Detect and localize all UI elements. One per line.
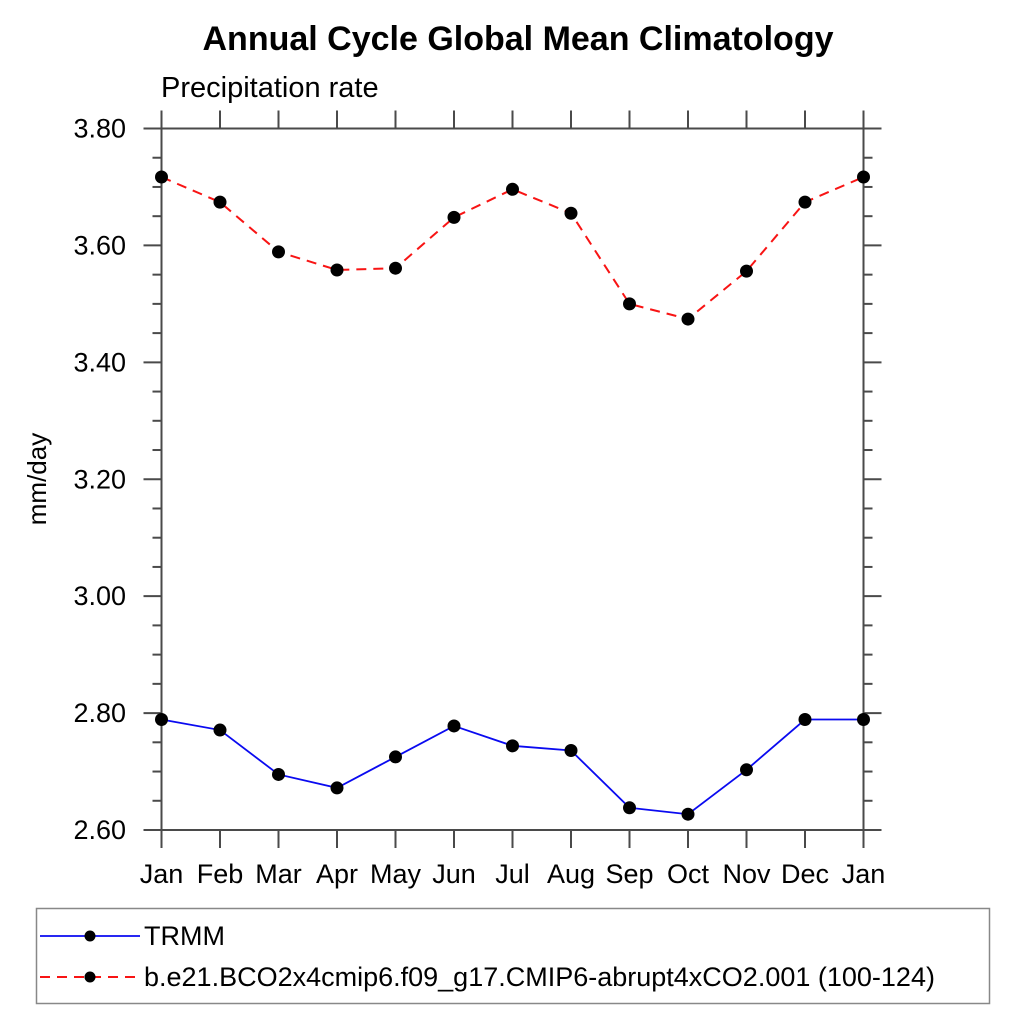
x-tick-label: Apr: [316, 859, 358, 889]
axis-frame: [160, 127, 865, 831]
x-tick-label: Jun: [432, 859, 476, 889]
x-tick-label: May: [370, 859, 422, 889]
x-tick-label: Jul: [495, 859, 530, 889]
data-point-marker: [272, 245, 285, 259]
y-tick-label: 2.60: [73, 815, 126, 845]
legend-label-trmm: TRMM: [144, 921, 225, 951]
y-tick-label: 3.20: [73, 464, 126, 494]
data-point-marker: [857, 713, 870, 727]
legend-marker-sample: [84, 930, 96, 942]
x-tick-label: Aug: [547, 859, 595, 889]
data-point-marker: [681, 312, 695, 326]
data-point-marker: [681, 807, 695, 821]
data-point-marker: [623, 801, 636, 815]
data-point-marker: [506, 739, 519, 753]
y-tick-label: 2.80: [73, 698, 126, 728]
legend-label-model: b.e21.BCO2x4cmip6.f09_g17.CMIP6-abrupt4x…: [144, 962, 935, 992]
data-point-marker: [623, 297, 636, 311]
x-tick-label: Mar: [255, 859, 302, 889]
x-tick-label: Oct: [667, 859, 710, 889]
data-point-marker: [272, 767, 285, 781]
x-tick-label: Nov: [722, 859, 771, 889]
y-tick-label: 3.60: [73, 230, 126, 260]
y-tick-label: 3.00: [73, 581, 126, 611]
data-point-marker: [155, 170, 168, 184]
data-point-marker: [506, 182, 519, 196]
data-point-marker: [213, 195, 227, 209]
chart-title: Annual Cycle Global Mean Climatology: [203, 20, 834, 58]
data-point-marker: [447, 210, 461, 224]
y-tick-label: 3.40: [73, 347, 126, 377]
chart-subtitle: Precipitation rate: [161, 72, 379, 104]
data-point-marker: [564, 743, 578, 757]
legend: TRMM b.e21.BCO2x4cmip6.f09_g17.CMIP6-abr…: [35, 907, 991, 1005]
data-point-marker: [213, 723, 227, 737]
x-tick-label: Jan: [842, 859, 886, 889]
legend-marker-sample: [84, 971, 96, 983]
y-axis-title: mm/day: [22, 433, 52, 525]
data-point-marker: [740, 763, 753, 777]
data-point-marker: [798, 713, 812, 727]
data-point-marker: [740, 264, 753, 278]
data-point-marker: [155, 713, 168, 727]
data-point-marker: [389, 261, 402, 275]
series-line-1: [161, 176, 864, 321]
data-point-marker: [330, 781, 344, 795]
x-tick-label: Feb: [197, 859, 244, 889]
data-point-marker: [447, 719, 461, 733]
data-point-marker: [857, 170, 870, 184]
x-tick-label: Sep: [605, 859, 653, 889]
plot-area: 2.60 2.80 3.00 3.20 3.40 3.60 3.80 Jan Feb Mar Apr…: [73, 110, 886, 889]
series-line-0: [161, 718, 864, 816]
legend-box: [35, 907, 991, 1005]
x-tick-label: Dec: [781, 859, 829, 889]
legend-key-samples: [40, 930, 140, 983]
data-point-marker: [330, 263, 344, 277]
data-point-marker: [389, 750, 402, 764]
data-point-marker: [564, 206, 578, 220]
data-point-marker: [798, 195, 812, 209]
x-tick-label: Jan: [140, 859, 184, 889]
y-tick-label: 3.80: [73, 114, 126, 144]
